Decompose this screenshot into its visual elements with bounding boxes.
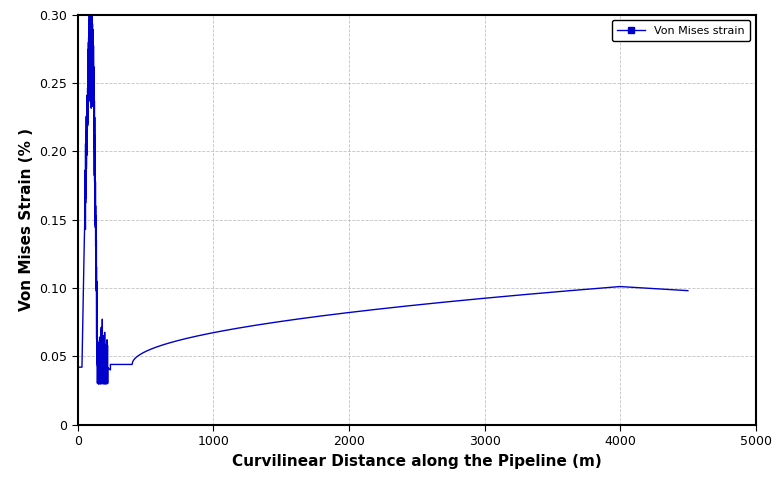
Von Mises strain bbox=[193, 333, 203, 339]
Y-axis label: Von Mises Strain (% ): Von Mises Strain (% ) bbox=[19, 128, 34, 311]
Von Mises strain bbox=[85, 12, 94, 18]
X-axis label: Curvilinear Distance along the Pipeline (m): Curvilinear Distance along the Pipeline … bbox=[232, 453, 601, 468]
Von Mises strain bbox=[73, 364, 83, 370]
Von Mises strain bbox=[628, 285, 637, 290]
Von Mises strain bbox=[417, 302, 426, 307]
Von Mises strain bbox=[683, 288, 693, 294]
Legend: Von Mises strain: Von Mises strain bbox=[612, 20, 750, 41]
Von Mises strain bbox=[79, 303, 88, 308]
Line: Von Mises strain: Von Mises strain bbox=[78, 15, 688, 384]
Von Mises strain bbox=[93, 381, 103, 386]
Von Mises strain bbox=[459, 297, 468, 303]
Von Mises strain bbox=[96, 369, 105, 375]
